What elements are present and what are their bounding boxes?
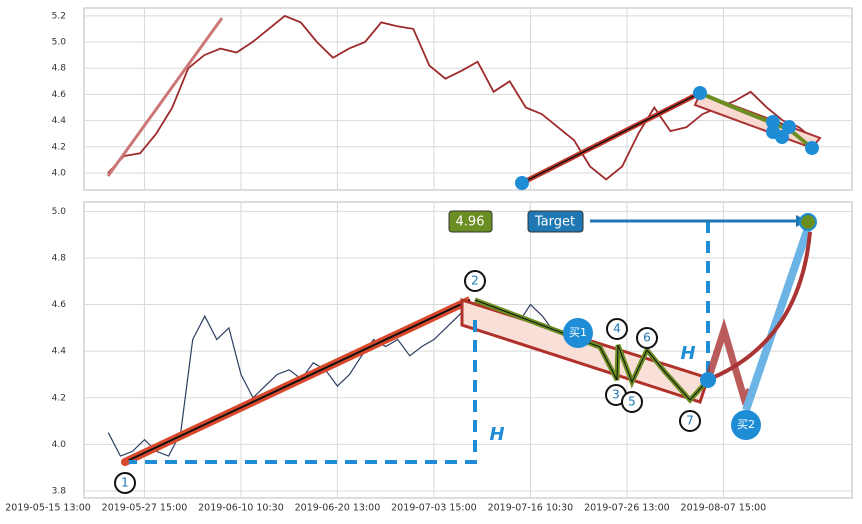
pattern-overlay [106,17,822,466]
point-label: 2 [471,274,479,288]
point-circle [464,270,486,292]
point-label: 5 [628,395,636,409]
x-tick-label: 2019-06-20 13:00 [295,503,381,514]
marker [766,115,780,129]
height-label: H [489,424,504,445]
y-tick-label: 4.8 [52,253,67,263]
buy-marker [563,318,593,348]
y-tick-label: 5.0 [52,207,67,217]
y-tick-label: 4.0 [52,440,67,450]
buy-label: 买1 [569,326,587,339]
point-circle [621,391,643,413]
marker [515,176,529,190]
projection [742,226,812,412]
marker [700,372,716,388]
x-tick-label: 2019-05-27 15:00 [102,503,188,514]
point-label: 7 [686,414,694,428]
y-tick-label: 4.2 [52,142,66,152]
marker [693,86,707,100]
marker [121,458,129,466]
trend-arrow [106,17,224,177]
y-tick-label: 4.0 [52,168,67,178]
trend-line [521,92,701,184]
y-tick-label: 4.8 [52,64,67,74]
y-tick-label: 4.6 [52,90,67,100]
projection [704,318,753,406]
bottom-frame [83,201,853,499]
x-tick-label: 2019-06-10 10:30 [198,503,284,514]
projection-curve [711,231,812,380]
zigzag [474,299,709,401]
y-tick-label: 4.2 [52,393,66,403]
marker [775,130,789,144]
point-label: 6 [643,331,651,345]
point-label: 3 [612,388,620,402]
y-tick-label: 5.0 [52,38,67,48]
point-label: 1 [121,476,129,490]
target-marker [799,213,817,231]
y-tick-label: 5.2 [52,11,66,21]
target-label: Target [534,215,575,230]
x-tick-label: 2019-07-26 13:00 [584,503,670,514]
price-line [107,14,816,181]
height-guide [125,320,477,464]
x-tick-label: 2019-08-07 15:00 [681,503,767,514]
top-frame [83,7,853,191]
price-box [448,210,493,233]
marker [782,120,796,134]
buy-label: 买2 [737,418,755,431]
x-tick-label: 2019-07-16 10:30 [488,503,574,514]
y-tick-label: 4.4 [52,116,67,126]
series [107,14,816,457]
height-label: H [680,343,695,364]
y-tick-label: 4.6 [52,300,67,310]
point-label: 4 [613,322,621,336]
y-tick-label: 4.4 [52,347,67,357]
annotations: 4.96 Target 买1 买2 H H 4.0 4.2 4.4 4.6 4.8 5.0… [5,11,766,513]
target-box [527,210,584,233]
price-label: 4.96 [456,215,485,230]
point-circle [636,327,658,349]
point-circle [679,410,701,432]
point-circle [606,318,628,340]
trend-line [124,299,471,463]
buy-marker [731,410,761,440]
x-tick-label: 2019-05-15 13:00 [5,503,91,514]
point-circle [114,472,136,494]
y-tick-label: 3.8 [52,487,67,497]
marker [805,141,819,155]
x-tick-label: 2019-07-03 15:00 [391,503,477,514]
wedge [460,297,710,404]
